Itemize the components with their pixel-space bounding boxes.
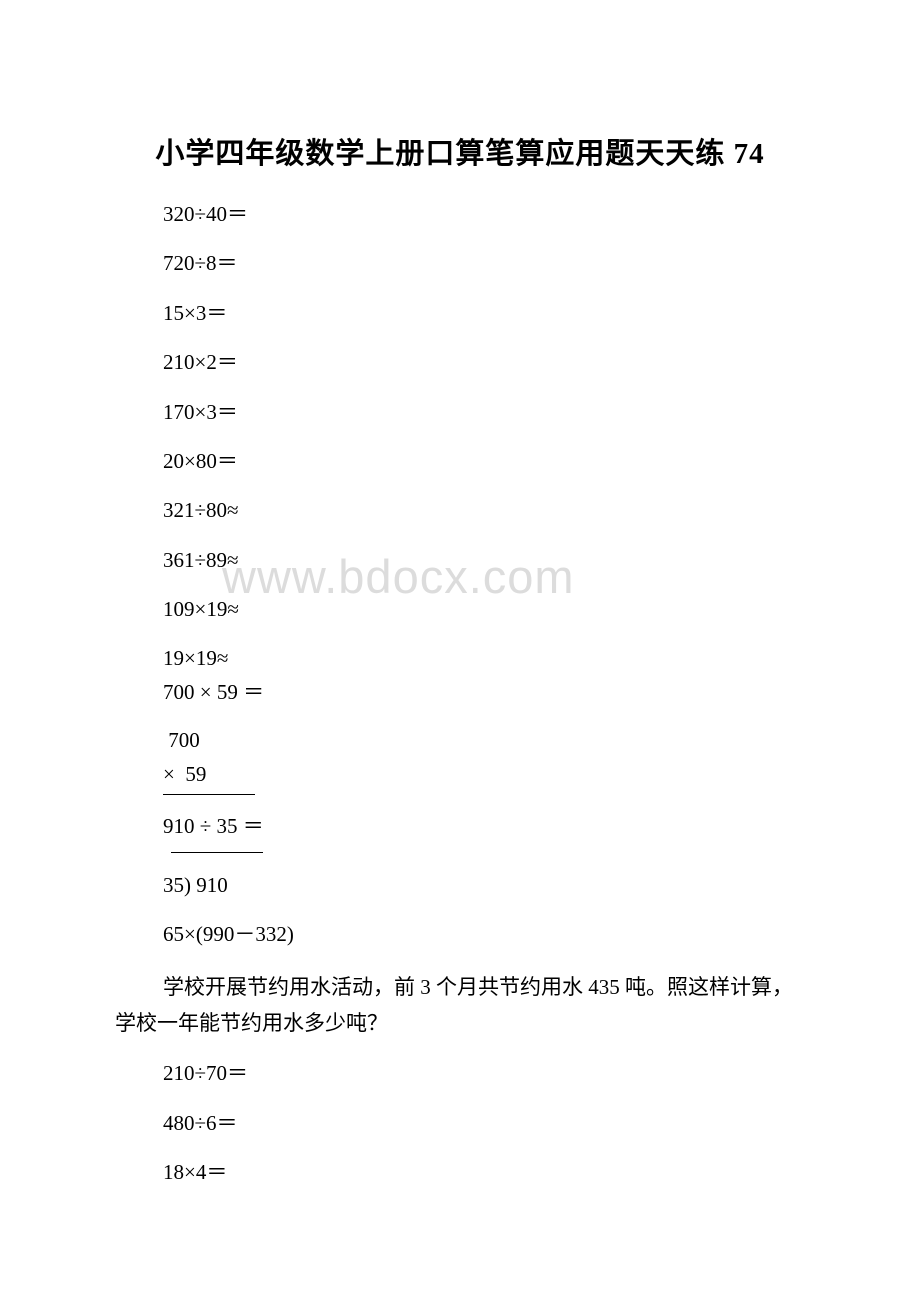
math-line: 321÷80≈ [163, 496, 805, 525]
math-line: 700 [163, 727, 805, 754]
math-line: 700 × 59 ＝ [163, 678, 805, 707]
math-line: 18×4＝ [163, 1158, 805, 1187]
math-line: 170×3＝ [163, 398, 805, 427]
math-line: 109×19≈ [163, 595, 805, 624]
math-line: 65×(990－332) [163, 920, 805, 949]
content-area: 320÷40＝ 720÷8＝ 15×3＝ 210×2＝ 170×3＝ 20×80… [115, 200, 805, 1187]
math-line: 20×80＝ [163, 447, 805, 476]
math-line: 720÷8＝ [163, 249, 805, 278]
math-line: 15×3＝ [163, 299, 805, 328]
math-line: 210×2＝ [163, 348, 805, 377]
math-line: × 59 [163, 761, 805, 788]
math-line: 35) 910 [163, 871, 805, 900]
page-title: 小学四年级数学上册口算笔算应用题天天练 74 [115, 130, 805, 172]
math-line: 320÷40＝ [163, 200, 805, 229]
math-line: 210÷70＝ [163, 1059, 805, 1088]
word-problem: 学校开展节约用水活动，前 3 个月共节约用水 435 吨。照这样计算，学校一年能… [115, 970, 805, 1041]
horizontal-rule [163, 794, 255, 795]
math-line: 361÷89≈ [163, 546, 805, 575]
math-line: 910 ÷ 35 ＝ [163, 813, 805, 840]
horizontal-rule [171, 852, 263, 853]
math-line: 19×19≈ [163, 645, 805, 672]
math-line: 480÷6＝ [163, 1109, 805, 1138]
